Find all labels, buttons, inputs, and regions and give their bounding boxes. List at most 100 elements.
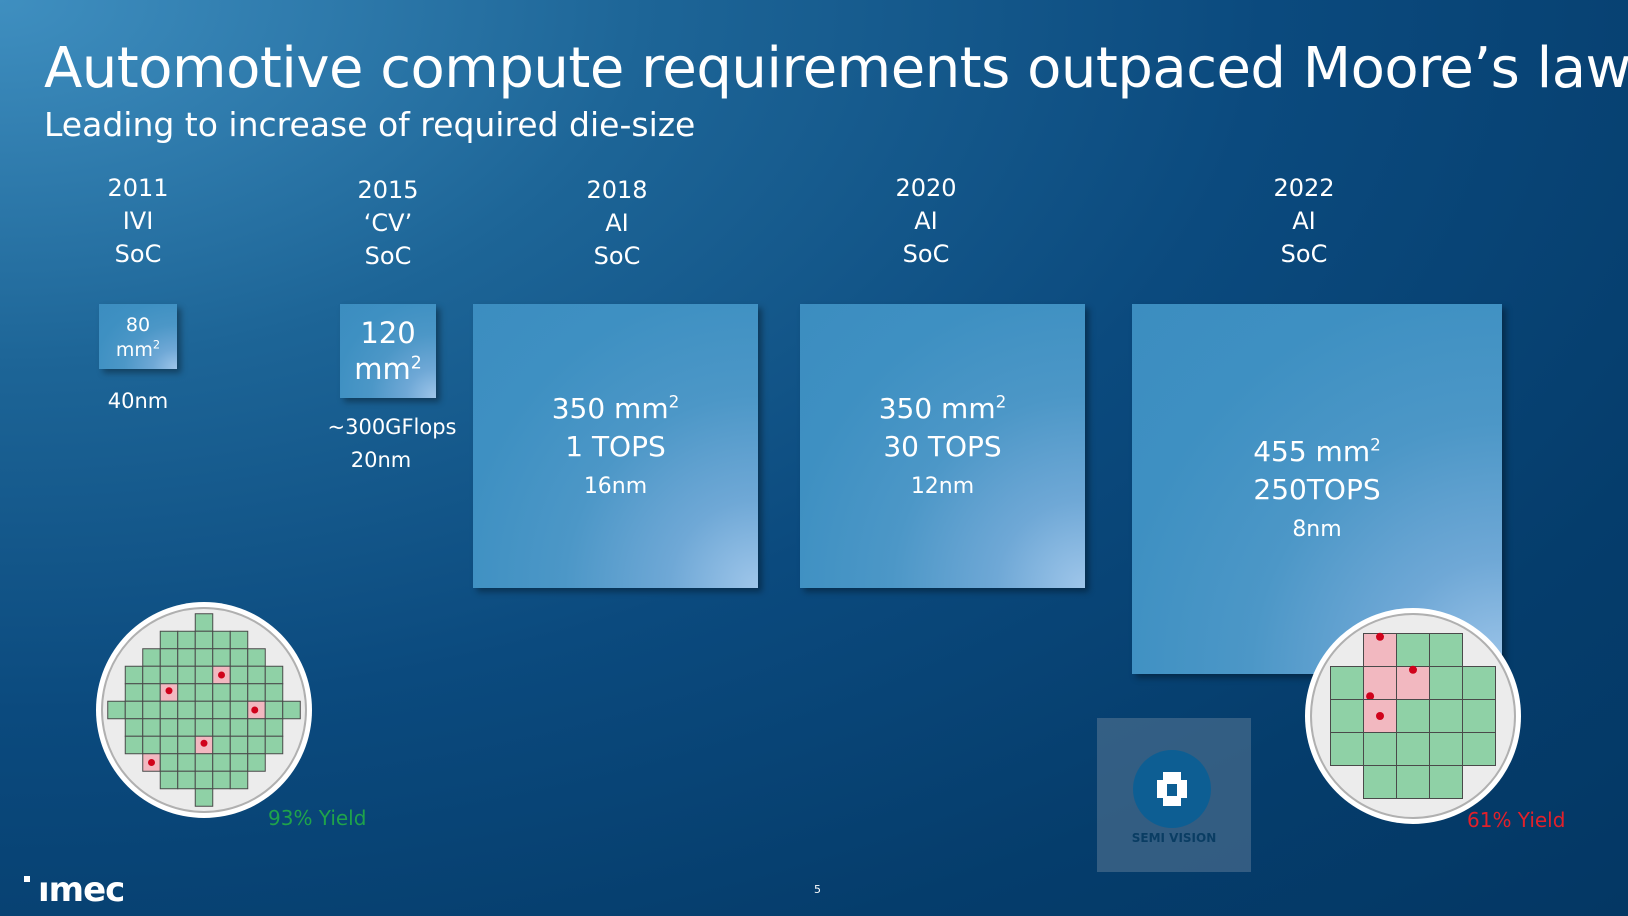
- gen-year: 2011: [107, 174, 169, 202]
- good-die: [107, 700, 126, 720]
- good-die: [142, 718, 161, 737]
- good-die: [212, 770, 231, 790]
- die-performance-2015: ~300GFlops: [327, 415, 457, 439]
- die-performance: 1 TOPS: [565, 430, 666, 463]
- die-unit: mm2: [354, 352, 422, 386]
- good-die: [124, 700, 144, 720]
- gen-kind: SoC: [902, 240, 950, 268]
- generation-2022: 2022 AI SoC: [1234, 172, 1374, 271]
- die-area: 350 mm2: [551, 391, 680, 425]
- good-die: [212, 648, 231, 667]
- semi-vision-logo-icon: [1133, 750, 1211, 828]
- generation-2020: 2020 AI SoC: [856, 172, 996, 271]
- good-die: [159, 718, 179, 737]
- good-die: [124, 683, 144, 702]
- good-die: [1363, 732, 1397, 766]
- good-die: [264, 665, 284, 685]
- good-die: [1330, 699, 1364, 733]
- gen-year: 2020: [895, 174, 957, 202]
- defect-dot: [1376, 712, 1384, 720]
- good-die: [177, 683, 196, 702]
- good-die: [194, 753, 214, 772]
- good-die: [159, 648, 179, 667]
- good-die: [194, 700, 214, 720]
- good-die: [177, 770, 196, 790]
- gen-year: 2022: [1273, 174, 1335, 202]
- defect-dot: [1409, 665, 1417, 674]
- imec-logo-dot: [24, 876, 30, 882]
- gen-year: 2015: [357, 176, 419, 204]
- generation-2011: 2011 IVI SoC: [68, 172, 208, 271]
- die-area: 120: [360, 316, 416, 350]
- good-die: [159, 665, 179, 685]
- good-die: [177, 630, 196, 650]
- good-die: [194, 648, 214, 667]
- die-area: 350 mm2: [878, 391, 1007, 425]
- good-die: [212, 630, 231, 650]
- good-die: [1429, 699, 1463, 733]
- good-die: [229, 770, 249, 790]
- die-2022: 455 mm2 250TOPS 8nm: [1132, 304, 1502, 674]
- die-performance: 30 TOPS: [883, 430, 1002, 463]
- die-2011: 80 mm2: [99, 304, 177, 369]
- slide-title: Automotive compute requirements outpaced…: [44, 36, 1628, 101]
- gen-kind: SoC: [1280, 240, 1328, 268]
- imec-logo: ımec: [38, 870, 125, 910]
- wafer-yield-61: 61% Yield: [1467, 808, 1566, 832]
- slide-subtitle: Leading to increase of required die-size: [44, 105, 696, 144]
- good-die: [1396, 633, 1430, 667]
- good-die: [194, 770, 214, 790]
- defect-dot: [1376, 632, 1384, 641]
- good-die: [177, 700, 196, 720]
- generation-2015: 2015 ‘CV’ SoC: [318, 174, 458, 273]
- good-die: [229, 665, 249, 685]
- good-die: [247, 718, 266, 737]
- good-die: [264, 735, 284, 755]
- good-die: [194, 665, 214, 685]
- good-die: [212, 735, 231, 755]
- gen-type: AI: [605, 209, 629, 237]
- watermark-text: SEMI VISION: [1131, 831, 1217, 845]
- good-die: [159, 630, 179, 650]
- good-die: [1429, 765, 1463, 799]
- gen-kind: SoC: [114, 240, 162, 268]
- good-die: [177, 735, 196, 755]
- good-die: [229, 700, 249, 720]
- good-die: [212, 753, 231, 772]
- gen-type: AI: [1292, 207, 1316, 235]
- semi-vision-watermark: SEMI VISION: [1097, 718, 1251, 872]
- good-die: [264, 683, 284, 702]
- die-2020: 350 mm2 30 TOPS 12nm: [800, 304, 1085, 588]
- gen-type: AI: [914, 207, 938, 235]
- good-die: [159, 770, 179, 790]
- good-die: [1429, 666, 1463, 700]
- good-die: [1462, 666, 1496, 700]
- good-die: [1396, 699, 1430, 733]
- gen-kind: SoC: [593, 242, 641, 270]
- die-unit: mm2: [115, 337, 161, 361]
- good-die: [142, 735, 161, 755]
- good-die: [1396, 765, 1430, 799]
- good-die: [212, 700, 231, 720]
- good-die: [212, 683, 231, 702]
- good-die: [142, 700, 161, 720]
- defect-dot: [165, 687, 173, 695]
- good-die: [177, 665, 196, 685]
- good-die: [1330, 732, 1364, 766]
- good-die: [229, 718, 249, 737]
- defect-dot: [148, 759, 155, 766]
- gen-type: IVI: [122, 207, 154, 235]
- good-die: [229, 683, 249, 702]
- good-die: [159, 753, 179, 772]
- gen-type: ‘CV’: [363, 209, 413, 237]
- good-die: [1396, 732, 1430, 766]
- good-die: [247, 753, 266, 772]
- good-die: [282, 700, 301, 720]
- good-die: [1363, 765, 1397, 799]
- die-2015: 120 mm2: [340, 304, 436, 398]
- good-die: [124, 718, 144, 737]
- good-die: [177, 718, 196, 737]
- good-die: [1462, 732, 1496, 766]
- die-performance: 250TOPS: [1253, 473, 1381, 506]
